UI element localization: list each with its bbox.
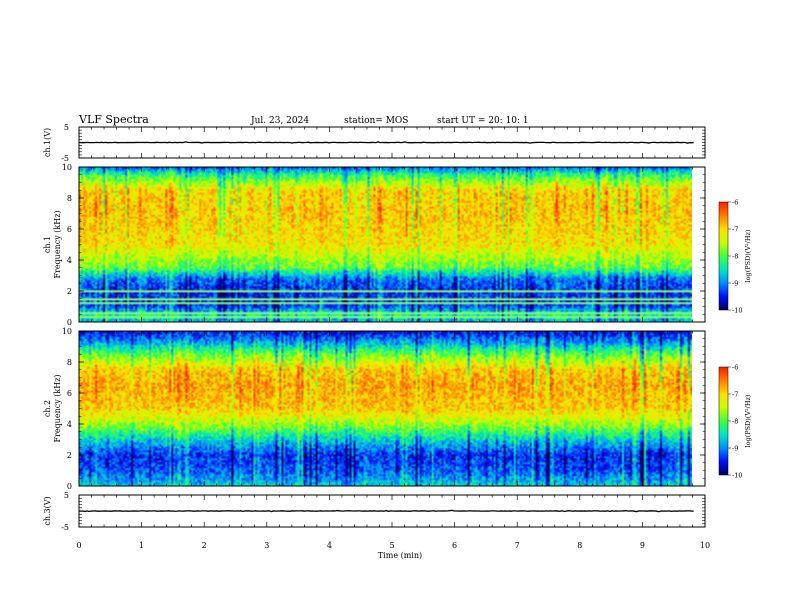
ch1-spectrogram-ytick-label: 4 — [67, 256, 72, 265]
ch1-spectrogram-ytick-label: 8 — [67, 194, 72, 203]
time-axis-tick-label: 8 — [577, 541, 582, 550]
time-axis-tick-label: 4 — [327, 541, 332, 550]
ch2-spectrogram-ytick-label: 2 — [67, 451, 72, 460]
ch1-spectrogram-ylabel-frequency: Frequency (kHz) — [53, 210, 62, 278]
ch1-waveform-ylabel: ch.1(V) — [43, 128, 52, 157]
ch1-waveform-ytick-label: -5 — [61, 154, 69, 163]
figure-title: VLF Spectra — [78, 113, 149, 126]
ch3-waveform-ytick-label: -5 — [61, 523, 69, 532]
ch1-spectrogram-colorbar-tick-label: -9 — [732, 280, 738, 288]
ch2-spectrogram-ytick-label: 0 — [67, 482, 72, 491]
time-axis-tick-label: 7 — [515, 541, 520, 550]
start-time-label: start UT = 20: 10: 1 — [437, 116, 529, 126]
time-axis-label: Time (min) — [378, 551, 422, 560]
ch1-spectrogram-colorbar-label: log(PSD)(V²/Hz) — [744, 229, 752, 282]
ch2-colorbar-image — [719, 367, 728, 475]
ch1-waveform-ytick-label: 5 — [64, 123, 69, 132]
ch1-spectrogram-colorbar-tick-label: -10 — [732, 307, 742, 315]
time-axis-tick-label: 3 — [264, 541, 269, 550]
ch3-waveform-trace — [78, 509, 694, 513]
ch1-spectrogram-colorbar-tick-label: -7 — [732, 226, 738, 234]
ch1-waveform-trace — [78, 141, 694, 144]
ch2-spectrogram-ylabel-channel: ch.2 — [43, 400, 52, 417]
ch2-spectrogram-ylabel-frequency: Frequency (kHz) — [53, 374, 62, 442]
time-axis-tick-label: 5 — [389, 541, 394, 550]
ch1-spectrogram-ytick-label: 6 — [67, 225, 72, 234]
ch2-spectrogram-colorbar-tick-label: -8 — [732, 418, 738, 426]
ch1-spectrogram-ylabel-group: ch.1 Frequency (kHz) — [43, 210, 62, 278]
time-axis-tick-label: 0 — [76, 541, 81, 550]
ch2-spectrogram-ytick-label: 6 — [67, 389, 72, 398]
time-axis-tick-label: 9 — [640, 541, 645, 550]
colorbars: -6 -7 -8 -9 -10 log(PSD)(V²/Hz) -6 -7 -8 -9 -10 log… — [718, 199, 752, 480]
ch1-spectrogram-ytick-label: 0 — [67, 318, 72, 327]
ch2-spectrogram-ytick-label: 4 — [67, 420, 72, 429]
ch3-waveform-ytick-label: 5 — [64, 491, 69, 500]
time-axis-tick-label: 2 — [202, 541, 207, 550]
ch1-spectrogram-ylabel-channel: ch.1 — [43, 236, 52, 253]
time-axis-tick-label: 10 — [700, 541, 710, 550]
ch1-spectrogram-colorbar-tick-label: -8 — [732, 253, 738, 261]
ch2-spectrogram-ytick-label: 10 — [62, 327, 72, 336]
date-label: Jul. 23, 2024 — [250, 116, 309, 126]
ch2-spectrogram-colorbar-label: log(PSD)(V²/Hz) — [744, 394, 752, 447]
ch2-spectrogram-colorbar-tick-label: -10 — [732, 472, 742, 480]
ch2-spectrogram-colorbar-tick-label: -6 — [732, 364, 738, 372]
ch1-colorbar-image — [719, 202, 728, 310]
ch3-waveform-ylabel: ch.3(V) — [43, 496, 52, 525]
ch1-spectrogram-image — [79, 167, 692, 322]
ch2-spectrogram-colorbar-tick-label: -7 — [732, 391, 738, 399]
ch1-spectrogram-ytick-label: 2 — [67, 287, 72, 296]
ch1-spectrogram-ytick-label: 10 — [62, 163, 72, 172]
ch1-spectrogram-colorbar-tick-label: -6 — [732, 199, 738, 207]
ch2-spectrogram-colorbar-tick-label: -9 — [732, 445, 738, 453]
ch2-spectrogram-ylabel-group: ch.2 Frequency (kHz) — [43, 374, 62, 442]
ch2-spectrogram-image — [79, 331, 692, 486]
time-axis: 0 1 2 3 4 5 6 7 8 9 10 — [76, 541, 710, 550]
time-axis-tick-label: 6 — [452, 541, 457, 550]
time-axis-tick-label: 1 — [139, 541, 144, 550]
station-label: station= MOS — [344, 116, 408, 126]
ch2-spectrogram-ytick-label: 8 — [67, 358, 72, 367]
